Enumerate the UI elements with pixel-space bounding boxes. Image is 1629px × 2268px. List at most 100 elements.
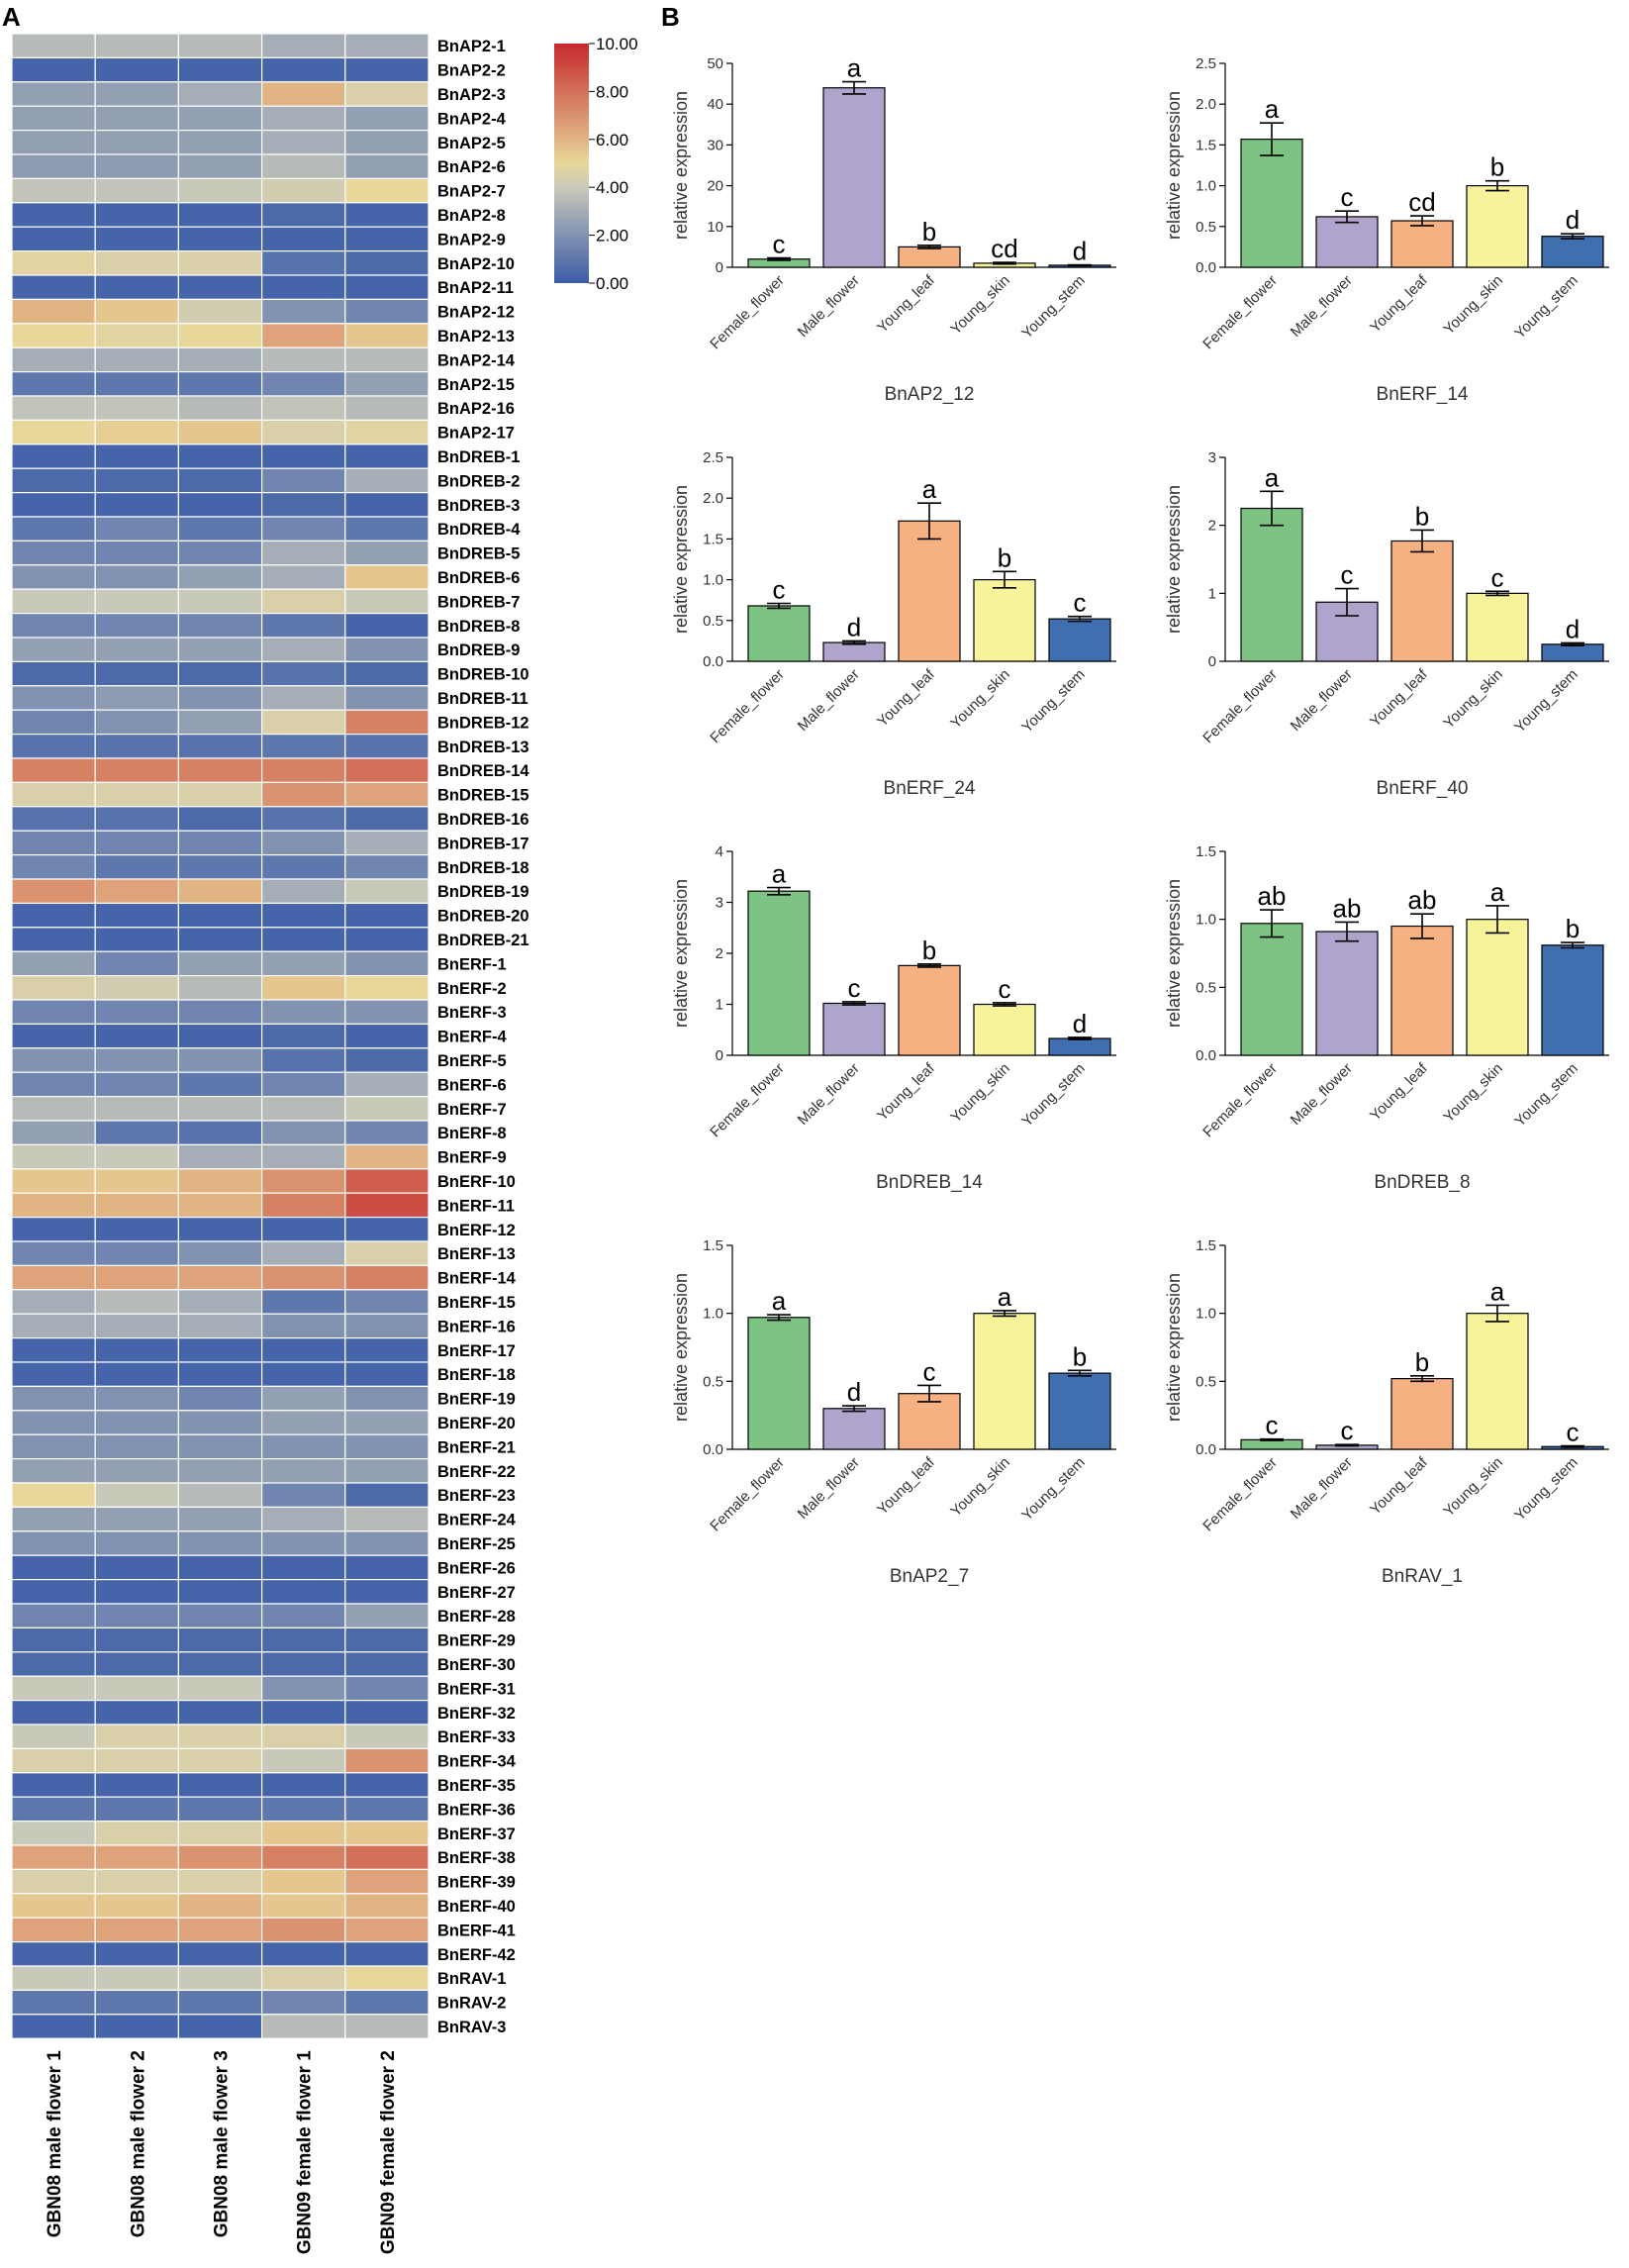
heatmap-cell (344, 540, 430, 566)
heatmap-row-label: BnAP2-8 (437, 207, 506, 225)
heatmap-cell (344, 153, 430, 179)
heatmap-cell (177, 1965, 263, 1991)
heatmap-cell (344, 1651, 430, 1677)
heatmap-row-label: BnERF-37 (437, 1825, 516, 1843)
heatmap-cell (344, 1627, 430, 1653)
y-tick-label: 1.0 (1196, 178, 1216, 195)
heatmap-cell (11, 709, 96, 736)
heatmap-cell (344, 637, 430, 662)
heatmap-cell (261, 1603, 346, 1628)
heatmap-cell (11, 1820, 96, 1846)
heatmap-row-label: BnRAV-2 (437, 1995, 506, 2013)
heatmap-row-label: BnDREB-12 (437, 714, 529, 732)
heatmap-row-label: BnDREB-5 (437, 545, 520, 563)
y-tick-label: 1.0 (703, 572, 723, 589)
heatmap-column-label: GBN09 female flower 2 (378, 2050, 399, 2254)
heatmap-cell (344, 1603, 430, 1628)
heatmap-cell (177, 419, 263, 445)
heatmap-row-label: BnERF-38 (437, 1849, 516, 1867)
bar (1466, 592, 1529, 662)
heatmap-cell (177, 1047, 263, 1073)
heatmap-cell (11, 492, 96, 518)
heatmap-cell (94, 1796, 179, 1823)
y-axis-label: relative expression (671, 879, 691, 1028)
heatmap-cell (94, 588, 179, 615)
heatmap-cell (177, 467, 263, 494)
heatmap-cell (11, 927, 96, 952)
heatmap-cell (94, 733, 179, 759)
heatmap-cell (94, 974, 179, 1001)
heatmap-cell (344, 1457, 430, 1484)
heatmap-row-label: BnERF-41 (437, 1922, 516, 1939)
heatmap-cell (344, 226, 430, 252)
bar (1541, 643, 1604, 662)
significance-letter: c (773, 574, 786, 604)
heatmap-cell (11, 1603, 96, 1628)
heatmap-cell (177, 346, 263, 373)
heatmap-cell (344, 467, 430, 494)
heatmap-cell (94, 105, 179, 132)
heatmap-cell (94, 950, 179, 977)
heatmap-row-label: BnERF-6 (437, 1076, 507, 1094)
significance-letter: b (1566, 914, 1580, 943)
heatmap-cell (261, 1385, 346, 1412)
heatmap-row-label: BnERF-40 (437, 1898, 516, 1916)
heatmap-cell (11, 1747, 96, 1774)
heatmap-cell (11, 274, 96, 300)
y-tick-label: 40 (707, 96, 723, 113)
y-tick-label: 1 (1208, 585, 1216, 602)
bar-chart-bnap2-12: 0 10 20 30 40 50 relative expression c Female_fl… (671, 53, 1116, 405)
heatmap-cell (94, 1554, 179, 1581)
heatmap-row-label: BnDREB-17 (437, 835, 529, 852)
heatmap-cell (344, 1433, 430, 1460)
heatmap-cell (94, 1651, 179, 1677)
heatmap-cell (11, 1844, 96, 1870)
x-tick-label: Young_leaf (1367, 1059, 1431, 1124)
significance-letter: b (922, 936, 936, 965)
heatmap-row-label: BnAP2-3 (437, 86, 506, 104)
heatmap-cell (11, 1893, 96, 1919)
heatmap-cell (261, 853, 346, 880)
colorbar-tick-label: 6.00 (596, 131, 628, 149)
heatmap-cell (261, 1216, 346, 1242)
heatmap-cell (261, 1917, 346, 1943)
heatmap-cell (94, 1530, 179, 1556)
x-tick-label: Female_flower (1199, 666, 1281, 747)
heatmap-cell (177, 274, 263, 300)
heatmap-cell (261, 419, 346, 445)
heatmap-cell (11, 637, 96, 662)
heatmap-cell (11, 1023, 96, 1049)
heatmap-row-label: BnERF-19 (437, 1391, 516, 1409)
x-tick-label: Young_skin (947, 666, 1012, 732)
significance-letter: a (847, 53, 862, 83)
heatmap-row-label: BnRAV-1 (437, 1970, 506, 1988)
heatmap-row-label: BnDREB-20 (437, 908, 529, 926)
heatmap-cell (344, 612, 430, 639)
significance-letter: a (1490, 1276, 1505, 1306)
heatmap-cell (11, 1578, 96, 1605)
heatmap-cell (177, 1651, 263, 1677)
heatmap-cell (261, 540, 346, 566)
heatmap-cell (177, 298, 263, 325)
significance-letter: c (999, 974, 1011, 1004)
heatmap-cell (344, 105, 430, 132)
heatmap-cell (177, 1433, 263, 1460)
heatmap-cell (94, 1724, 179, 1749)
heatmap-cell (177, 1457, 263, 1484)
significance-letter: d (847, 612, 861, 641)
heatmap-cell (344, 878, 430, 904)
significance-letter: b (1073, 1341, 1087, 1371)
heatmap-cell (177, 153, 263, 179)
heatmap-row-label: BnDREB-16 (437, 811, 529, 829)
significance-letter: c (1567, 1418, 1580, 1447)
heatmap-cell (11, 1457, 96, 1484)
heatmap-cell (261, 444, 346, 469)
heatmap-row-label: BnERF-26 (437, 1559, 516, 1577)
heatmap-cell (261, 685, 346, 711)
heatmap-cell (94, 81, 179, 107)
heatmap-row-label: BnAP2-4 (437, 110, 507, 128)
heatmap-cell (177, 1143, 263, 1170)
heatmap-cell (11, 323, 96, 348)
heatmap-cell (94, 323, 179, 348)
heatmap-row-label: BnDREB-10 (437, 666, 529, 684)
